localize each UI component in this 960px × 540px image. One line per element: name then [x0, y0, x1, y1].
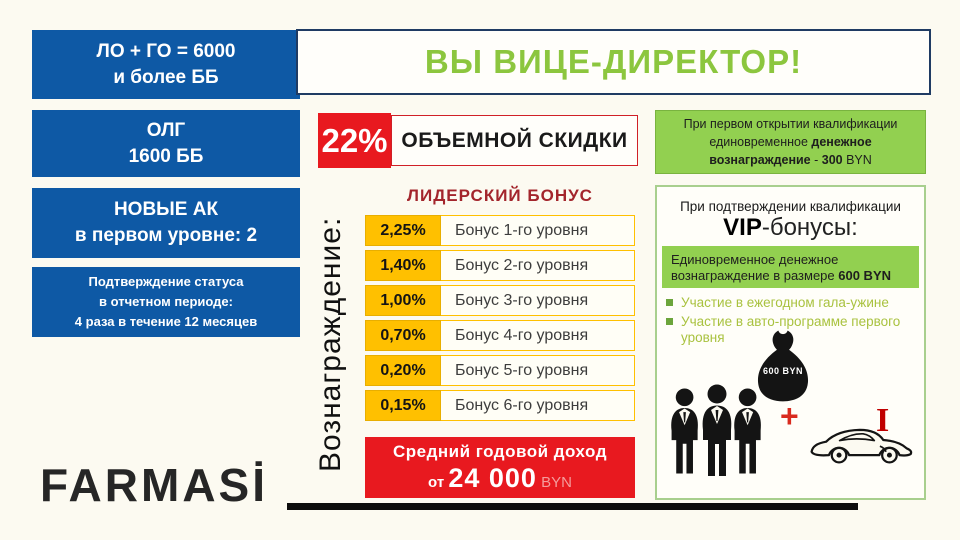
table-row: 0,20% Бонус 5-го уровня	[365, 355, 635, 386]
average-income-box: Средний годовой доход от 24 000 BYN	[365, 437, 635, 498]
qualification-line: 4 раза в течение 12 месяцев	[74, 314, 258, 330]
qualification-box-volume: ЛО + ГО = 6000 и более ББ	[32, 30, 300, 99]
plus-icon: +	[780, 398, 799, 434]
table-row: 2,25% Бонус 1-го уровня	[365, 215, 635, 246]
bonus-label: Бонус 4-го уровня	[441, 320, 635, 351]
income-title: Средний годовой доход	[392, 441, 607, 461]
vip-reward-box: Единовременное денежное вознаграждение в…	[662, 246, 919, 288]
bonus-percent: 0,15%	[365, 390, 441, 421]
bonus-label: Бонус 3-го уровня	[441, 285, 635, 316]
discount-percent-badge: 22%	[318, 113, 391, 168]
bonus-label: Бонус 5-го уровня	[441, 355, 635, 386]
first-opening-bold: денежное вознаграждение	[709, 134, 872, 168]
table-row: 0,70% Бонус 4-го уровня	[365, 320, 635, 351]
first-opening-currency: BYN	[842, 153, 872, 168]
bottom-rule	[287, 503, 858, 510]
vip-bullet-list: Участие в ежегодном гала-ужине Участие в…	[662, 295, 918, 349]
vip-heading-rest: -бонусы:	[761, 214, 858, 241]
vip-reward-amount: 600 BYN	[838, 267, 891, 283]
vip-reward-text: Единовременное денежное вознаграждение в…	[671, 252, 839, 283]
table-row: 1,40% Бонус 2-го уровня	[365, 250, 635, 281]
qualification-box-confirmation: Подтверждение статуса в отчетном периоде…	[32, 267, 300, 337]
bonus-label: Бонус 1-го уровня	[441, 215, 635, 246]
table-row: 1,00% Бонус 3-го уровня	[365, 285, 635, 316]
car-icon	[810, 428, 913, 464]
bonus-label: Бонус 6-го уровня	[441, 390, 635, 421]
qualification-line: Подтверждение статуса	[88, 273, 244, 289]
discount-label: ОБЪЕМНОЙ СКИДКИ	[391, 115, 638, 166]
first-opening-amount: 300	[821, 153, 843, 168]
qualification-line: ОЛГ	[146, 119, 186, 141]
bullet-text: Участие в ежегодном гала-ужине	[681, 295, 889, 310]
qualification-line: НОВЫЕ АК	[113, 199, 219, 221]
qualification-line: в первом уровне: 2	[74, 225, 258, 246]
vip-heading: VIP-бонусы:	[655, 214, 926, 242]
qualification-line: и более ББ	[113, 66, 219, 88]
money-bag-icon	[757, 330, 809, 402]
income-prefix: от	[428, 473, 445, 491]
farmasi-logo: FARMASİ	[40, 459, 268, 511]
qualification-box-new-ak: НОВЫЕ АК в первом уровне: 2	[32, 188, 300, 258]
bonus-label: Бонус 2-го уровня	[441, 250, 635, 281]
bonus-percent: 0,20%	[365, 355, 441, 386]
qualification-box-olg: ОЛГ 1600 ББ	[32, 110, 300, 177]
vip-condition: При подтверждении квалификации	[680, 199, 901, 214]
income-currency: BYN	[541, 473, 572, 491]
car-level-badge: I	[876, 402, 890, 439]
page-title: ВЫ ВИЦЕ-ДИРЕКТОР!	[424, 43, 803, 80]
qualification-line: ЛО + ГО = 6000	[96, 40, 236, 62]
qualification-line: 1600 ББ	[128, 145, 204, 167]
first-opening-dash: -	[810, 153, 822, 168]
bullet-square-icon	[666, 317, 673, 325]
bullet-text: Участие в авто-программе первого уровня	[681, 313, 901, 345]
bonus-percent: 2,25%	[365, 215, 441, 246]
bonus-percent: 0,70%	[365, 320, 441, 351]
qualification-line: в отчетном периоде:	[98, 293, 233, 309]
reward-vertical-label: Вознаграждение:	[314, 216, 347, 472]
bonus-percent: 1,40%	[365, 250, 441, 281]
title-box: ВЫ ВИЦЕ-ДИРЕКТОР!	[296, 29, 931, 95]
income-amount-line: от 24 000 BYN	[428, 463, 572, 494]
vip-heading-bold: VIP	[723, 214, 762, 241]
first-opening-reward-box: При первом открытии квалификации единовр…	[655, 110, 926, 174]
list-item: Участие в авто-программе первого уровня	[662, 314, 918, 346]
income-amount: 24 000	[448, 462, 537, 493]
first-opening-text: При первом открытии квалификации единовр…	[683, 116, 898, 149]
table-row: 0,15% Бонус 6-го уровня	[365, 390, 635, 421]
bullet-square-icon	[666, 299, 673, 306]
leader-bonus-title: ЛИДЕРСКИЙ БОНУС	[407, 186, 593, 205]
money-bag-label: 600 BYN	[762, 366, 804, 376]
list-item: Участие в ежегодном гала-ужине	[662, 295, 918, 311]
bonus-percent: 1,00%	[365, 285, 441, 316]
